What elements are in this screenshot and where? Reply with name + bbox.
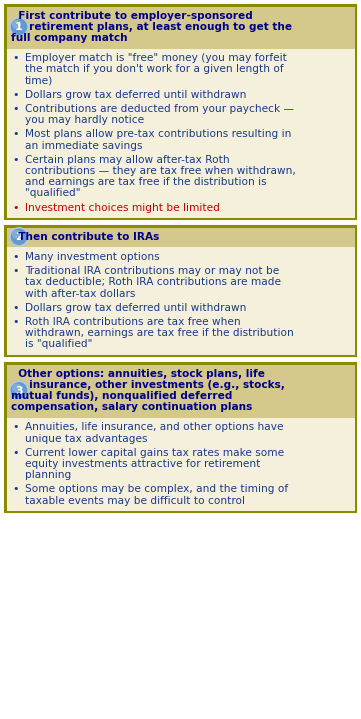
Circle shape bbox=[10, 228, 28, 246]
Text: Investment choices might be limited: Investment choices might be limited bbox=[25, 203, 220, 213]
Circle shape bbox=[12, 20, 21, 29]
Text: •: • bbox=[13, 203, 19, 213]
Text: Other options: annuities, stock plans, life: Other options: annuities, stock plans, l… bbox=[11, 369, 265, 379]
Text: •: • bbox=[13, 90, 19, 100]
Circle shape bbox=[12, 383, 21, 393]
Text: Dollars grow tax deferred until withdrawn: Dollars grow tax deferred until withdraw… bbox=[25, 90, 246, 100]
Text: with after-tax dollars: with after-tax dollars bbox=[25, 288, 135, 298]
Text: 1: 1 bbox=[15, 22, 23, 32]
Text: Many investment options: Many investment options bbox=[25, 252, 160, 262]
Text: •: • bbox=[13, 485, 19, 495]
Bar bbox=[6, 247, 355, 354]
Text: tax deductible; Roth IRA contributions are made: tax deductible; Roth IRA contributions a… bbox=[25, 278, 281, 288]
Text: planning: planning bbox=[25, 470, 71, 480]
Text: you may hardly notice: you may hardly notice bbox=[25, 115, 144, 125]
Text: compensation, salary continuation plans: compensation, salary continuation plans bbox=[11, 402, 252, 412]
Text: •: • bbox=[13, 129, 19, 139]
Text: •: • bbox=[13, 266, 19, 276]
Bar bbox=[6, 6, 355, 49]
Text: 2: 2 bbox=[15, 232, 23, 242]
Text: Some options may be complex, and the timing of: Some options may be complex, and the tim… bbox=[25, 485, 288, 495]
Text: Most plans allow pre-tax contributions resulting in: Most plans allow pre-tax contributions r… bbox=[25, 129, 291, 139]
Text: an immediate savings: an immediate savings bbox=[25, 141, 143, 150]
Text: •: • bbox=[13, 422, 19, 432]
Text: withdrawn, earnings are tax free if the distribution: withdrawn, earnings are tax free if the … bbox=[25, 328, 294, 338]
Text: •: • bbox=[13, 104, 19, 114]
Text: "qualified": "qualified" bbox=[25, 188, 81, 198]
Bar bbox=[6, 418, 355, 510]
Text: •: • bbox=[13, 303, 19, 313]
Text: mutual funds), nonqualified deferred: mutual funds), nonqualified deferred bbox=[11, 391, 232, 401]
Text: retirement plans, at least enough to get the: retirement plans, at least enough to get… bbox=[11, 22, 292, 32]
Text: Dollars grow tax deferred until withdrawn: Dollars grow tax deferred until withdraw… bbox=[25, 303, 246, 313]
Text: equity investments attractive for retirement: equity investments attractive for retire… bbox=[25, 459, 260, 469]
Text: Traditional IRA contributions may or may not be: Traditional IRA contributions may or may… bbox=[25, 266, 279, 276]
Text: is "qualified": is "qualified" bbox=[25, 339, 92, 349]
Text: •: • bbox=[13, 252, 19, 262]
Text: Current lower capital gains tax rates make some: Current lower capital gains tax rates ma… bbox=[25, 448, 284, 458]
Circle shape bbox=[12, 230, 21, 239]
Text: Annuities, life insurance, and other options have: Annuities, life insurance, and other opt… bbox=[25, 422, 283, 432]
Text: unique tax advantages: unique tax advantages bbox=[25, 434, 148, 444]
Text: time): time) bbox=[25, 75, 53, 86]
Text: First contribute to employer-sponsored: First contribute to employer-sponsored bbox=[11, 11, 253, 21]
Circle shape bbox=[10, 18, 28, 36]
Text: Roth IRA contributions are tax free when: Roth IRA contributions are tax free when bbox=[25, 317, 241, 327]
Text: the match if you don't work for a given length of: the match if you don't work for a given … bbox=[25, 65, 284, 74]
Text: 3: 3 bbox=[15, 386, 23, 396]
Text: contributions — they are tax free when withdrawn,: contributions — they are tax free when w… bbox=[25, 166, 296, 176]
Text: •: • bbox=[13, 448, 19, 458]
Bar bbox=[5, 363, 356, 512]
Circle shape bbox=[10, 381, 28, 399]
Text: •: • bbox=[13, 53, 19, 63]
Text: •: • bbox=[13, 155, 19, 165]
Text: Certain plans may allow after-tax Roth: Certain plans may allow after-tax Roth bbox=[25, 155, 230, 165]
Bar bbox=[6, 49, 355, 218]
Bar bbox=[6, 365, 355, 418]
Bar bbox=[6, 228, 355, 247]
Text: taxable events may be difficult to control: taxable events may be difficult to contr… bbox=[25, 495, 245, 505]
Text: Contributions are deducted from your paycheck —: Contributions are deducted from your pay… bbox=[25, 104, 294, 114]
Text: •: • bbox=[13, 317, 19, 327]
Text: Then contribute to IRAs: Then contribute to IRAs bbox=[11, 232, 159, 242]
Bar bbox=[5, 226, 356, 356]
Text: insurance, other investments (e.g., stocks,: insurance, other investments (e.g., stoc… bbox=[11, 380, 285, 390]
Text: full company match: full company match bbox=[11, 33, 128, 43]
Bar bbox=[5, 5, 356, 219]
Text: and earnings are tax free if the distribution is: and earnings are tax free if the distrib… bbox=[25, 177, 267, 187]
Text: Employer match is "free" money (you may forfeit: Employer match is "free" money (you may … bbox=[25, 53, 287, 63]
